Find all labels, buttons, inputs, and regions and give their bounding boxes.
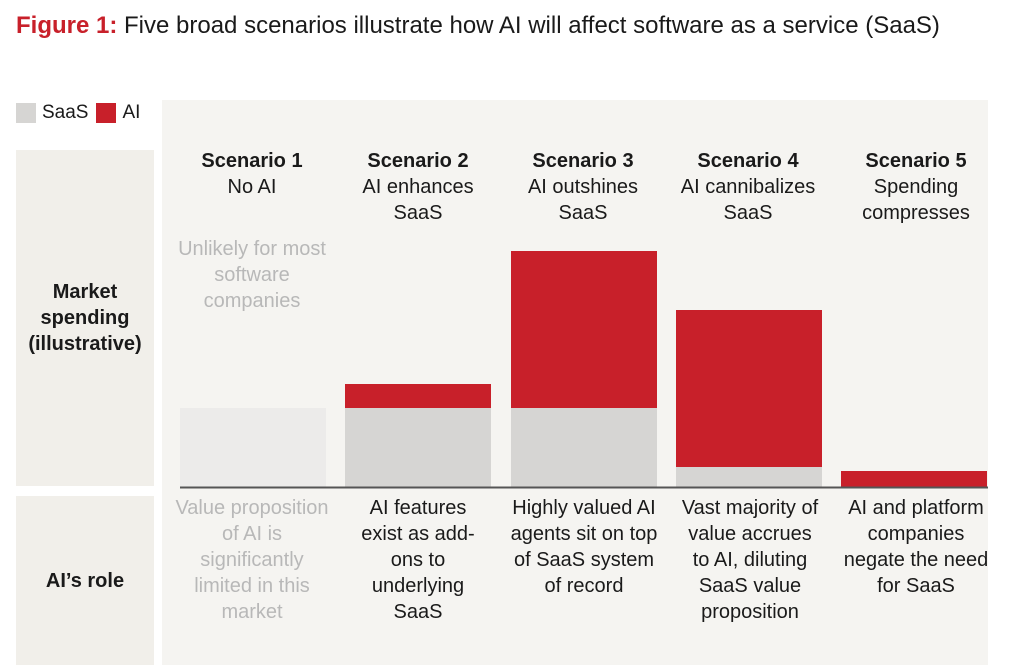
scenario-5-name: Scenario 5	[865, 150, 967, 172]
scenario-1-desc: No AI	[227, 176, 277, 198]
scenario-4-role: Vast majority of value accrues to AI, di…	[681, 497, 819, 623]
scenario-3-role: Highly valued AI agents sit on top of Sa…	[510, 497, 658, 597]
legend-item-saas: SaaS	[16, 102, 88, 124]
legend: SaaS AI	[16, 102, 148, 124]
legend-swatch-ai	[96, 103, 117, 123]
scenario-1-annotation: Unlikely for most software companies	[178, 238, 326, 312]
scenario-1-role: Value proposition of AI is significantly…	[175, 497, 329, 623]
scenario-5-desc: Spending compresses	[862, 176, 970, 224]
figure-title-text: Five broad scenarios illustrate how AI w…	[117, 12, 940, 39]
scenario-3-header: Scenario 3 AI outshines SaaS	[503, 148, 663, 226]
legend-label-ai: AI	[122, 102, 141, 123]
bar-saas-scenario-1	[180, 408, 326, 487]
scenario-1-header: Scenario 1 No AI	[172, 148, 332, 200]
figure-title: Figure 1: Five broad scenarios illustrat…	[16, 6, 976, 45]
scenario-4-desc: AI cannibalizes SaaS	[680, 176, 816, 224]
scenario-4-header: Scenario 4 AI cannibalizes SaaS	[668, 148, 828, 226]
bar-ai-scenario-5	[841, 471, 987, 487]
row-label-market-text: Market spending (illustrative)	[28, 281, 142, 355]
row-label-market-spending: Market spending (illustrative)	[16, 150, 154, 486]
scenario-5-role: AI and platform companies negate the nee…	[843, 497, 989, 597]
bar-saas-scenario-2	[345, 408, 491, 487]
row-label-ai-role: AI’s role	[16, 496, 154, 665]
bar-saas-scenario-4	[676, 467, 822, 487]
scenario-4-name: Scenario 4	[697, 150, 799, 172]
bar-ai-scenario-4	[676, 310, 822, 467]
scenario-1-name: Scenario 1	[201, 150, 303, 172]
bar-saas-scenario-3	[511, 408, 657, 487]
scenario-3-name: Scenario 3	[532, 150, 634, 172]
scenario-2-header: Scenario 2 AI enhances SaaS	[338, 148, 498, 226]
scenario-2-role: AI features exist as add-ons to underlyi…	[361, 497, 475, 623]
legend-item-ai: AI	[96, 102, 140, 124]
scenario-3-desc: AI outshines SaaS	[527, 176, 639, 224]
scenario-2-desc: AI enhances SaaS	[362, 176, 474, 224]
scenario-2-name: Scenario 2	[367, 150, 469, 172]
figure-label: Figure 1:	[16, 12, 118, 39]
legend-label-saas: SaaS	[42, 102, 89, 123]
bar-ai-scenario-2	[345, 384, 491, 408]
scenario-5-header: Scenario 5 Spending compresses	[836, 148, 996, 226]
legend-swatch-saas	[16, 103, 36, 123]
row-label-role-text: AI’s role	[45, 569, 125, 592]
bar-ai-scenario-3	[511, 251, 657, 408]
